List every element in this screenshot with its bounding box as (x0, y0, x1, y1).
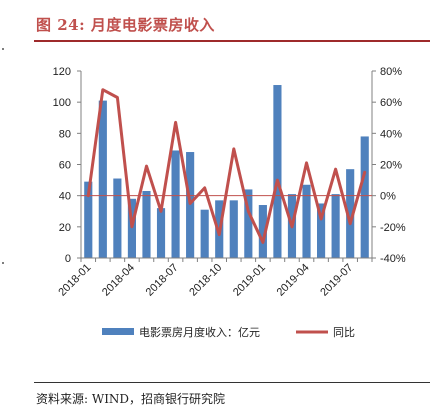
bar (331, 194, 340, 258)
right-y-axis: -40% -20% 0% 20% 40% 60% 80% (371, 66, 406, 265)
figure-title: 图 24: 月度电影票房收入 (36, 16, 215, 34)
bar (360, 136, 369, 258)
x-axis-tick-label: 2019-04 (275, 262, 312, 299)
margin-dot (2, 48, 4, 50)
left-axis-tick-label: 120 (53, 66, 71, 78)
right-axis-tick-label: 60% (380, 97, 402, 109)
x-axis-tick-label: 2018-01 (56, 262, 93, 299)
x-axis-tick-label: 2019-07 (318, 262, 355, 299)
bar (156, 208, 166, 258)
title-divider (34, 40, 430, 42)
source-note: 资料来源: WIND，招商银行研究院 (36, 392, 226, 406)
bar (98, 100, 107, 258)
x-axis-tick-label: 2019-01 (231, 262, 268, 299)
right-axis-tick-label: 0% (380, 191, 396, 203)
line-series (86, 88, 367, 244)
x-axis: 2018-01 2018-04 2018-07 2018-10 2019-01 2019-… (56, 257, 373, 299)
right-axis-tick-label: -20% (380, 222, 406, 234)
yoy-line (86, 88, 367, 244)
bar (186, 152, 195, 258)
right-axis-tick-label: 20% (380, 160, 402, 172)
bar (142, 190, 151, 258)
bar (171, 150, 180, 258)
left-axis-tick-label: 80 (59, 128, 71, 140)
legend-line-label: 同比 (333, 326, 355, 339)
bar (317, 203, 326, 258)
left-axis-tick-label: 40 (59, 191, 71, 203)
x-axis-tick-label: 2018-10 (187, 262, 224, 299)
x-axis-tick-label: 2018-04 (100, 262, 137, 299)
bar (273, 85, 282, 259)
bar (258, 205, 267, 258)
left-axis-tick-label: 0 (65, 253, 71, 265)
bar (229, 200, 238, 258)
bar (113, 178, 122, 258)
bar (127, 198, 136, 258)
bar (346, 169, 355, 258)
bar (302, 184, 311, 258)
margin-dot (2, 262, 4, 264)
left-y-axis: 0 20 40 60 80 100 120 (53, 66, 82, 265)
bar (244, 189, 253, 258)
legend-bar-swatch (102, 328, 134, 335)
legend-bar-label: 电影票房月度收入：亿元 (139, 325, 260, 339)
left-axis-tick-label: 20 (59, 222, 71, 234)
left-axis-tick-label: 60 (59, 160, 71, 172)
bar (200, 209, 209, 258)
footer-divider (34, 382, 430, 383)
right-axis-tick-label: -40% (380, 253, 406, 265)
right-axis-tick-label: 80% (380, 66, 402, 78)
legend: 电影票房月度收入：亿元 同比 (102, 325, 355, 339)
left-axis-tick-label: 100 (53, 97, 71, 109)
bar (84, 181, 93, 258)
right-axis-tick-label: 40% (380, 128, 402, 140)
x-axis-tick-label: 2018-07 (144, 262, 181, 299)
